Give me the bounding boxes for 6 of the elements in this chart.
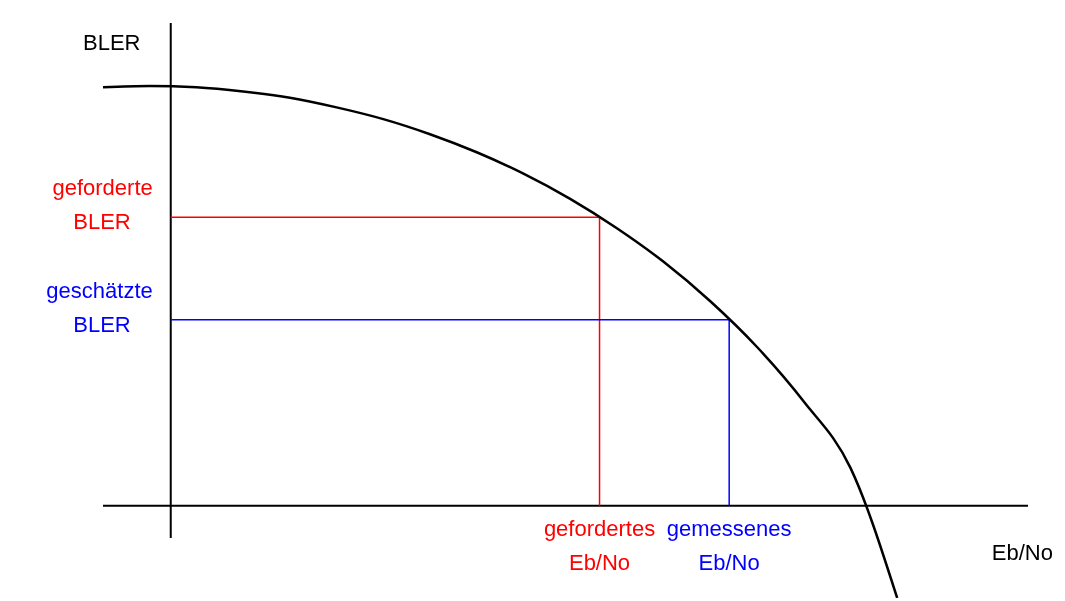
ref-line-label: geforderte BLER bbox=[52, 175, 153, 235]
ref-line-label: geschätzte BLER bbox=[46, 277, 153, 337]
annotation: gemessenes Eb/No bbox=[666, 515, 792, 575]
annotation: gefordertes Eb/No bbox=[543, 515, 656, 575]
x-axis-title: Eb/No bbox=[991, 540, 1053, 566]
y-axis-title: BLER bbox=[83, 30, 141, 56]
